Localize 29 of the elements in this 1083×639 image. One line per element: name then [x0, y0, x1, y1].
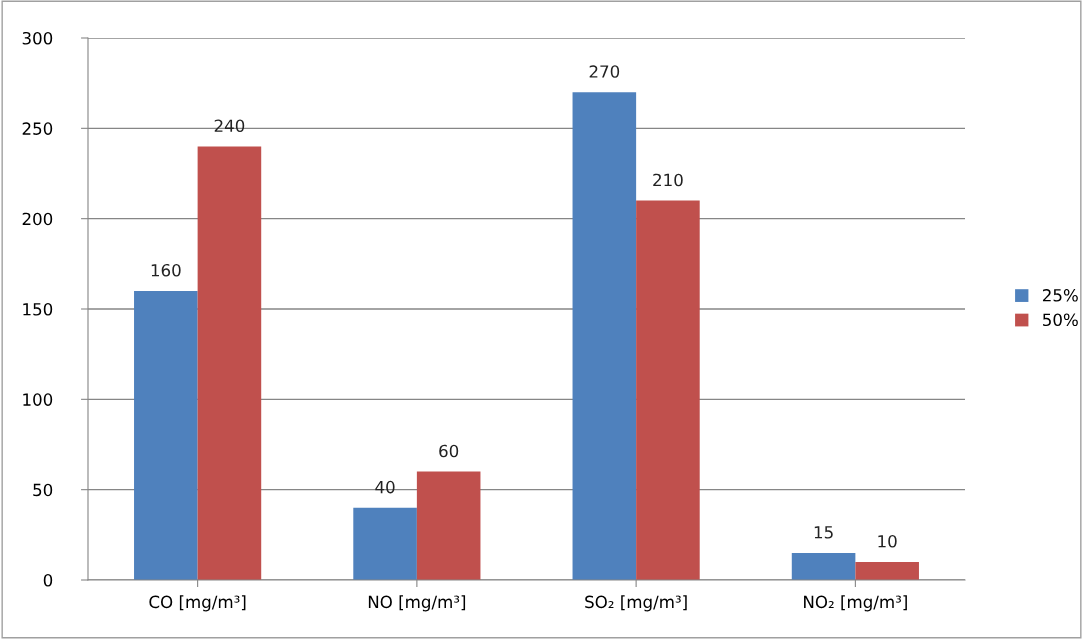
y-tick-label: 300	[22, 31, 53, 45]
data-label: 210	[653, 173, 683, 187]
y-tick-label: 100	[23, 393, 53, 406]
data-label: 10	[878, 534, 897, 548]
legend-label: 50%	[1043, 313, 1078, 327]
bar	[134, 290, 198, 580]
x-tick-label: NO₂ [mg/m³]	[804, 595, 907, 612]
bar	[572, 92, 637, 580]
data-label: 270	[589, 65, 620, 78]
bar	[855, 561, 919, 580]
x-tick-label: CO [mg/m³]	[149, 595, 246, 612]
y-tick-label: 50	[33, 483, 53, 497]
y-tick-label: 250	[22, 122, 53, 135]
data-label: 40	[375, 480, 395, 494]
y-tick-label: 150	[23, 302, 53, 316]
data-label: 240	[214, 119, 245, 133]
bar	[416, 471, 481, 580]
x-tick-label: SO₂ [mg/m³]	[585, 595, 687, 612]
data-label: 160	[151, 263, 181, 277]
legend-label: 25%	[1042, 289, 1078, 302]
x-tick-label: NO [mg/m³]	[368, 595, 466, 612]
data-label: 15	[814, 526, 833, 539]
y-tick-label: 0	[43, 573, 53, 587]
bar	[636, 200, 700, 580]
bar	[791, 552, 856, 580]
data-label: 60	[439, 444, 459, 458]
bar	[197, 146, 262, 580]
y-tick-label: 200	[22, 212, 53, 226]
bar	[353, 507, 417, 580]
